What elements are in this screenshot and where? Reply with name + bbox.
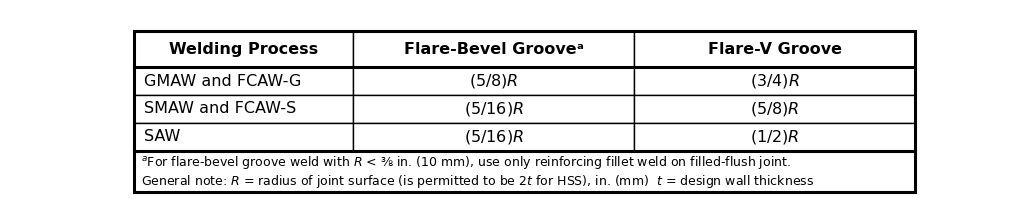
Text: SAW: SAW — [143, 129, 180, 145]
Text: SMAW and FCAW-S: SMAW and FCAW-S — [143, 101, 296, 116]
Bar — [634, 123, 915, 151]
Bar — [353, 95, 634, 123]
Text: (3/4)$\it{R}$: (3/4)$\it{R}$ — [750, 72, 800, 90]
Text: (5/8)$\it{R}$: (5/8)$\it{R}$ — [751, 100, 800, 118]
Bar — [134, 123, 353, 151]
Text: $^a$For flare-bevel groove weld with $\it{R}$ < ⅜ in. (10 mm), use only reinforc: $^a$For flare-bevel groove weld with $\i… — [140, 154, 791, 171]
Bar — [634, 67, 915, 95]
Bar — [353, 31, 634, 67]
Text: Welding Process: Welding Process — [169, 42, 318, 57]
Text: (1/2)$\it{R}$: (1/2)$\it{R}$ — [750, 128, 800, 146]
Bar — [634, 95, 915, 123]
Bar — [634, 31, 915, 67]
Text: (5/16)$\it{R}$: (5/16)$\it{R}$ — [464, 100, 523, 118]
Text: (5/16)$\it{R}$: (5/16)$\it{R}$ — [464, 128, 523, 146]
Bar — [353, 67, 634, 95]
Text: GMAW and FCAW-G: GMAW and FCAW-G — [143, 73, 301, 88]
Bar — [353, 123, 634, 151]
Bar — [134, 31, 353, 67]
Text: General note: $\it{R}$ = radius of joint surface (is permitted to be 2$\it{t}$ f: General note: $\it{R}$ = radius of joint… — [140, 173, 814, 190]
Text: Flare-Bevel Grooveᵃ: Flare-Bevel Grooveᵃ — [403, 42, 584, 57]
Text: Flare-V Groove: Flare-V Groove — [708, 42, 842, 57]
Bar — [134, 67, 353, 95]
Bar — [134, 95, 353, 123]
Bar — [134, 151, 915, 192]
Text: (5/8)$\it{R}$: (5/8)$\it{R}$ — [469, 72, 518, 90]
